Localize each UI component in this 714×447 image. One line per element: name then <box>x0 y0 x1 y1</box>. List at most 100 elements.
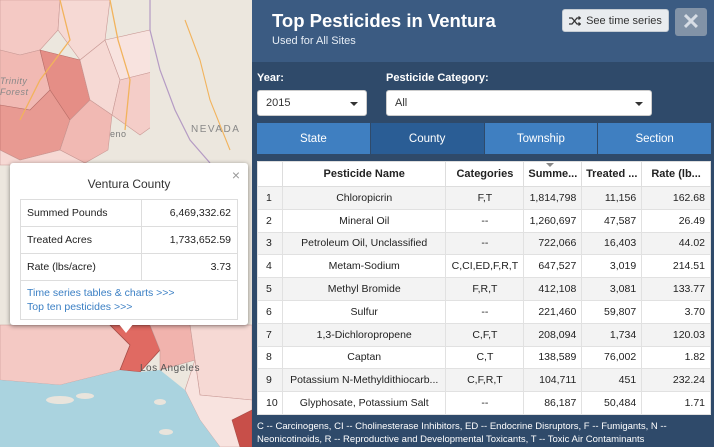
cell-rate: 162.68 <box>641 186 711 210</box>
county-popup: × Ventura County Summed Pounds 6,469,332… <box>10 163 248 325</box>
cell-categories: -- <box>445 208 525 233</box>
cell-rate: 44.02 <box>641 231 711 256</box>
popup-stats-table: Summed Pounds 6,469,332.62 Treated Acres… <box>20 199 239 281</box>
cell-pesticide-name: 1,3-Dichloropropene <box>281 322 447 347</box>
cell-summed-pounds: 1,814,798 <box>523 186 583 210</box>
sort-desc-icon <box>546 163 555 167</box>
county-map-svg[interactable] <box>0 0 252 447</box>
cell-rate: 26.49 <box>641 208 711 233</box>
tab-county[interactable]: County <box>370 123 485 154</box>
cell-treated-acres: 76,002 <box>581 345 643 370</box>
table-row[interactable]: 1 Chloropicrin F,T 1,814,798 11,156 162.68 <box>257 186 711 210</box>
top-ten-link[interactable]: Top ten pesticides >>> <box>27 301 133 313</box>
category-select[interactable]: All <box>386 90 652 116</box>
cell-pesticide-name: Methyl Bromide <box>281 277 447 301</box>
caret-down-icon <box>350 102 358 106</box>
panel-close-button[interactable]: ✕ <box>675 8 707 36</box>
cell-treated-acres: 50,484 <box>581 391 643 415</box>
popup-tip <box>118 323 134 333</box>
cell-rate: 214.51 <box>641 254 711 279</box>
cell-categories: C,CI,ED,F,R,T <box>445 254 525 279</box>
header-categories[interactable]: Categories <box>445 161 525 187</box>
cell-pesticide-name: Sulfur <box>281 299 447 324</box>
cell-rate: 1.82 <box>641 345 711 370</box>
highway-line <box>109 0 131 131</box>
table-row[interactable]: 7 1,3-Dichloropropene C,F,T 208,094 1,734 120… <box>257 322 711 347</box>
cell-row-index: 8 <box>257 345 283 370</box>
cell-pesticide-name: Chloropicrin <box>281 186 447 210</box>
popup-title: Ventura County <box>87 177 171 191</box>
county-shape[interactable] <box>231 409 252 447</box>
island <box>154 399 166 405</box>
cell-rate: 232.24 <box>641 368 711 393</box>
cell-rate: 1.71 <box>641 391 711 415</box>
filters: Year: 2015 Pesticide Category: All <box>252 62 714 116</box>
cell-categories: F,T <box>445 186 525 210</box>
cell-row-index: 7 <box>257 322 283 347</box>
cell-categories: C,F,R,T <box>445 368 525 393</box>
map-label-trinity: Trinity <box>0 76 28 86</box>
header-summed-pounds[interactable]: Summe... <box>523 161 583 187</box>
popup-label: Treated Acres <box>20 226 142 254</box>
cell-summed-pounds: 722,066 <box>523 231 583 256</box>
popup-label: Rate (lbs/acre) <box>20 253 142 281</box>
cell-row-index: 1 <box>257 186 283 210</box>
header-rate[interactable]: Rate (lb... <box>641 161 711 187</box>
tab-township[interactable]: Township <box>484 123 599 154</box>
region-tabs: State County Township Section <box>257 123 711 154</box>
map-label-forest: Forest <box>0 87 29 97</box>
cell-summed-pounds: 138,589 <box>523 345 583 370</box>
county-shape[interactable] <box>0 0 61 56</box>
table-row[interactable]: 2 Mineral Oil -- 1,260,697 47,587 26.49 <box>257 208 711 233</box>
cell-row-index: 4 <box>257 254 283 279</box>
cell-categories: F,R,T <box>445 277 525 301</box>
see-time-series-button[interactable]: See time series <box>562 9 669 32</box>
table-row[interactable]: 5 Methyl Bromide F,R,T 412,108 3,081 133.77 <box>257 277 711 301</box>
cell-row-index: 5 <box>257 277 283 301</box>
see-time-series-label: See time series <box>586 14 662 27</box>
results-table-wrap: Pesticide Name Categories Summe... Treat… <box>257 161 711 415</box>
caret-down-icon <box>635 102 643 106</box>
cell-summed-pounds: 104,711 <box>523 368 583 393</box>
header-summed-label: Summe... <box>528 168 578 180</box>
tab-section[interactable]: Section <box>598 123 711 154</box>
table-row[interactable]: 4 Metam-Sodium C,CI,ED,F,R,T 647,527 3,019 21… <box>257 254 711 279</box>
popup-row-summed-pounds: Summed Pounds 6,469,332.62 <box>20 199 239 227</box>
map-background <box>150 0 252 163</box>
pesticide-panel: Top Pesticides in Ventura Used for All S… <box>252 0 714 447</box>
cell-treated-acres: 59,807 <box>581 299 643 324</box>
close-icon: ✕ <box>681 9 701 34</box>
cell-summed-pounds: 86,187 <box>523 391 583 415</box>
popup-close-button[interactable]: × <box>231 167 240 183</box>
cell-treated-acres: 3,081 <box>581 277 643 301</box>
table-header-row: Pesticide Name Categories Summe... Treat… <box>257 161 711 187</box>
cell-categories: C,F,T <box>445 322 525 347</box>
header-pesticide-name[interactable]: Pesticide Name <box>281 161 447 187</box>
table-row[interactable]: 9 Potassium N-Methyldithiocarb... C,F,R,T 1… <box>257 368 711 393</box>
table-row[interactable]: 10 Glyphosate, Potassium Salt -- 86,187 50,4… <box>257 391 711 415</box>
cell-treated-acres: 11,156 <box>581 186 643 210</box>
cell-summed-pounds: 412,108 <box>523 277 583 301</box>
island <box>159 429 173 435</box>
highway-line <box>19 0 71 121</box>
cell-summed-pounds: 1,260,697 <box>523 208 583 233</box>
table-row[interactable]: 3 Petroleum Oil, Unclassified -- 722,066 16,… <box>257 231 711 256</box>
table-row[interactable]: 8 Captan C,T 138,589 76,002 1.82 <box>257 345 711 370</box>
year-select-value: 2015 <box>266 97 291 109</box>
map-label-reno: eno <box>110 129 127 139</box>
panel-subtitle: Used for All Sites <box>272 35 356 47</box>
state-border <box>149 0 211 164</box>
ocean <box>0 370 220 447</box>
tab-state[interactable]: State <box>257 123 371 154</box>
panel-header: Top Pesticides in Ventura Used for All S… <box>252 0 714 62</box>
year-select[interactable]: 2015 <box>257 90 367 116</box>
time-series-link[interactable]: Time series tables & charts >>> <box>27 287 175 299</box>
header-index <box>257 161 283 187</box>
cell-pesticide-name: Captan <box>281 345 447 370</box>
county-shape[interactable] <box>149 324 196 371</box>
header-treated-acres[interactable]: Treated ... <box>581 161 643 187</box>
category-select-value: All <box>395 97 408 109</box>
table-row[interactable]: 6 Sulfur -- 221,460 59,807 3.70 <box>257 299 711 324</box>
cell-pesticide-name: Potassium N-Methyldithiocarb... <box>281 368 447 393</box>
island <box>76 393 94 399</box>
